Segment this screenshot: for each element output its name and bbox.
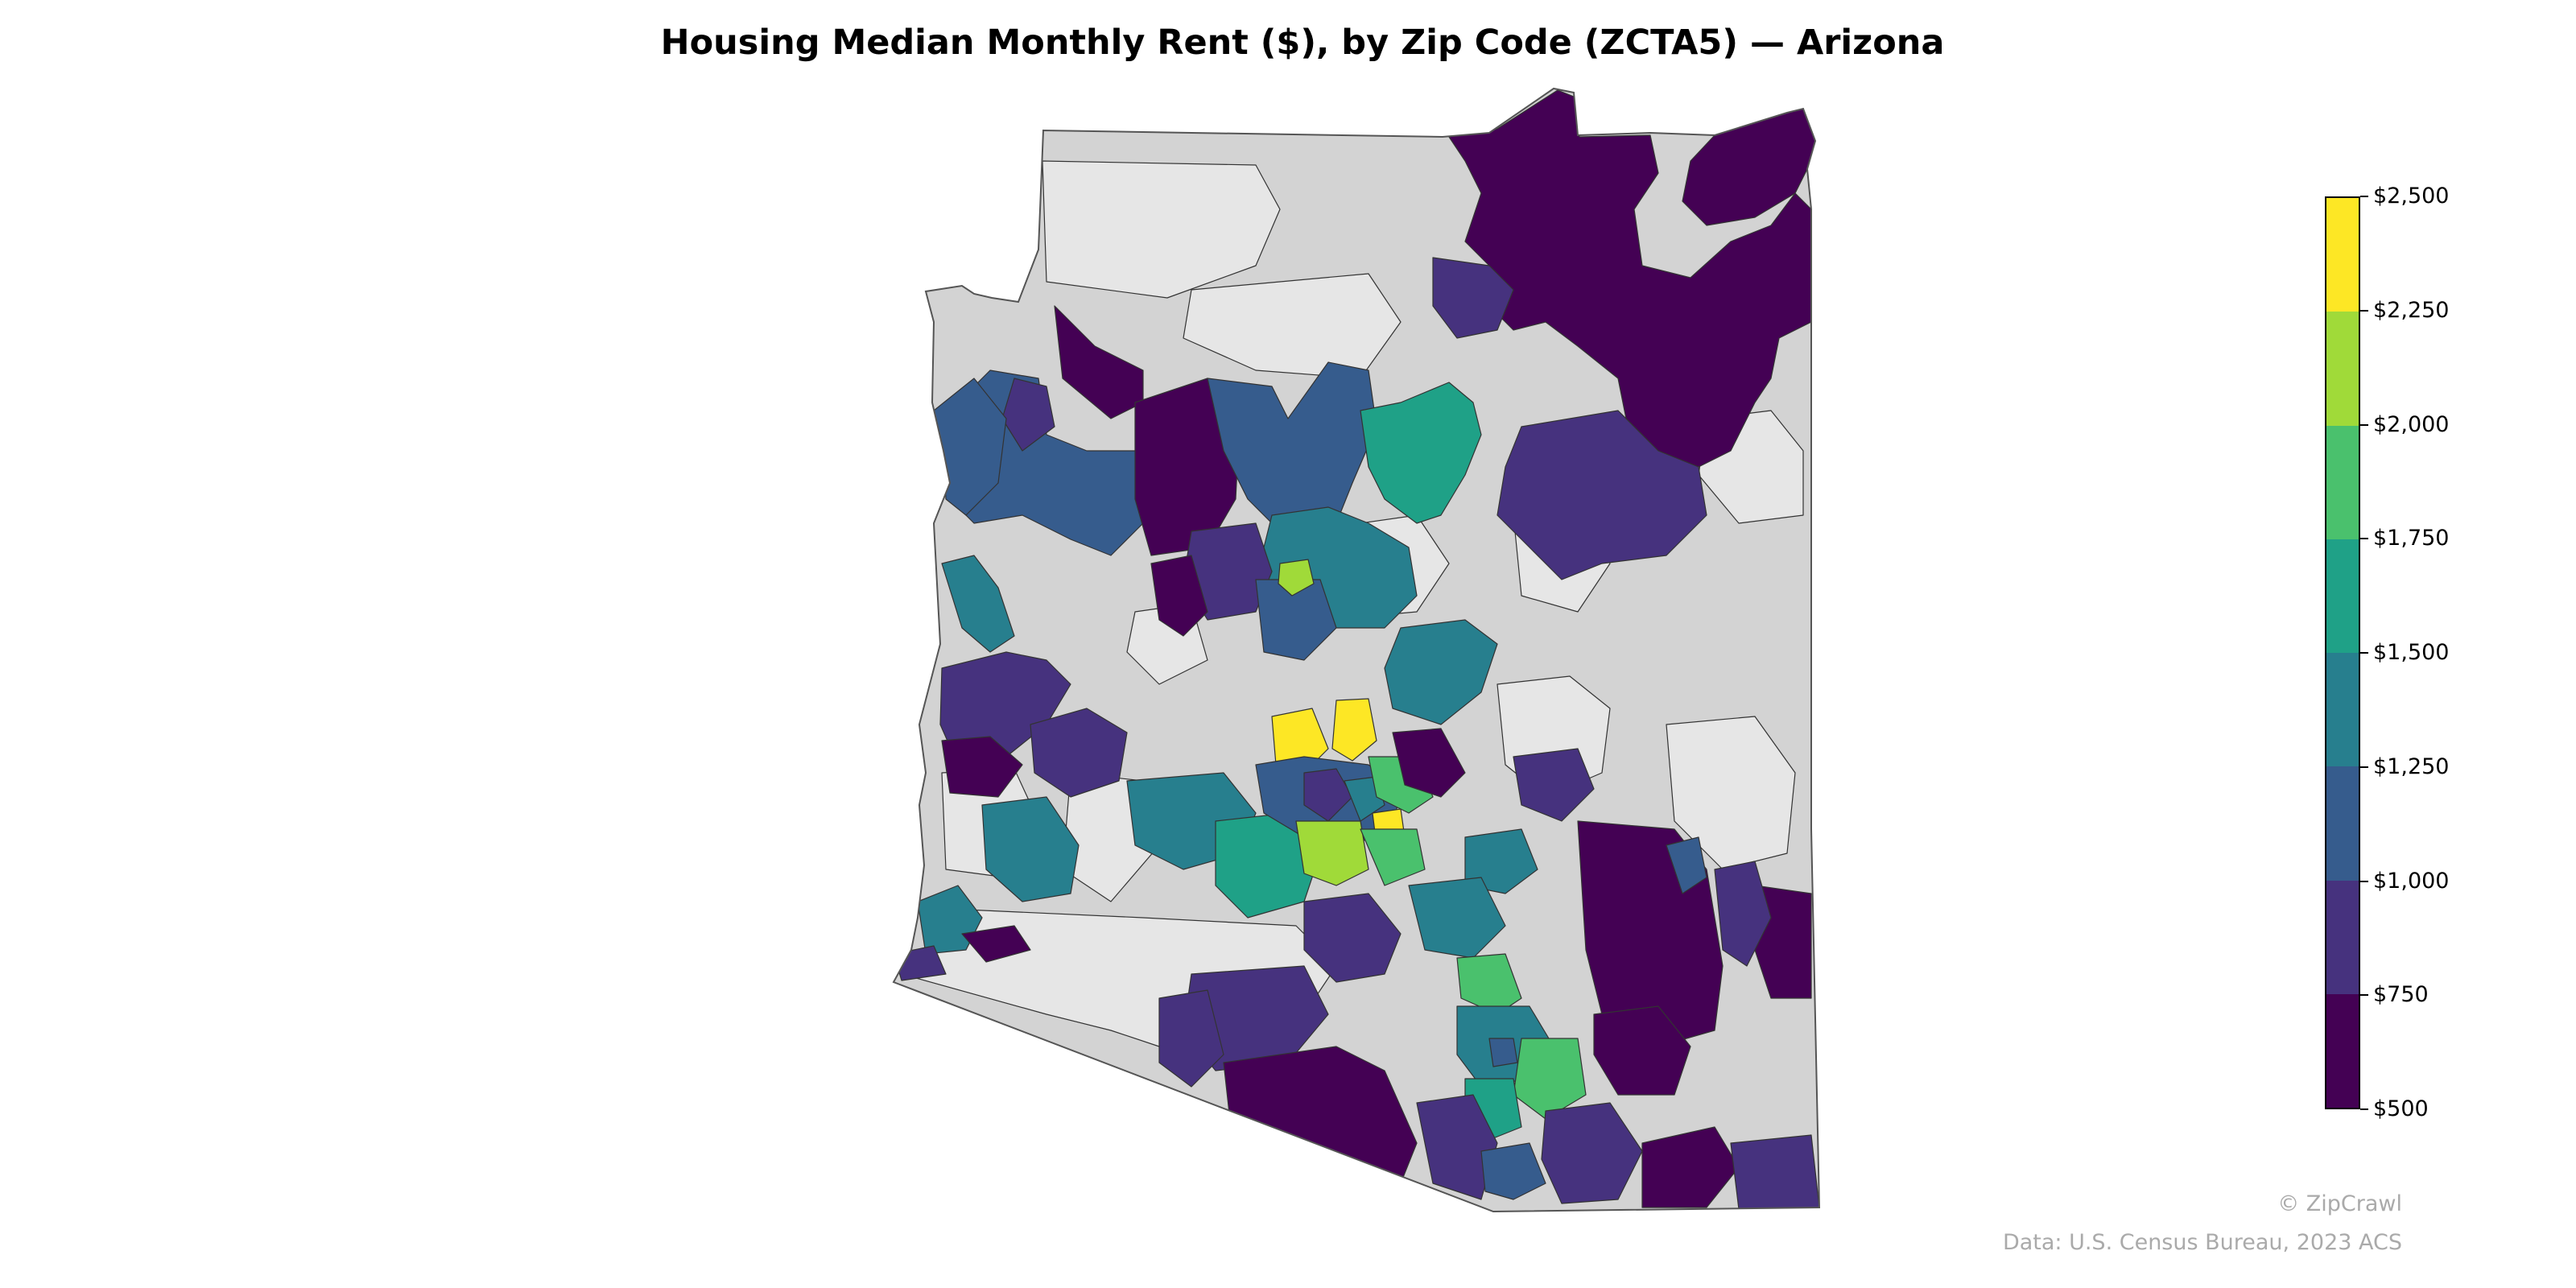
- colorbar-band: [2326, 198, 2359, 312]
- colorbar-tick: [2360, 196, 2368, 197]
- zcta-cochise: [1541, 1102, 1643, 1204]
- colorbar-tick-label: $1,500: [2373, 640, 2450, 665]
- colorbar-tick: [2360, 766, 2368, 768]
- zcta-east-border-2: [1714, 861, 1772, 967]
- arizona-state-outline: [892, 87, 1821, 1213]
- colorbar-band: [2326, 312, 2359, 426]
- zcta-nodata-light: [1042, 160, 1281, 299]
- zcta-quartzsite: [941, 736, 1023, 798]
- zcta-phoenix-core-2: [1303, 768, 1353, 822]
- zcta-east-mid2: [1432, 257, 1514, 339]
- colorbar-tick-label: $2,000: [2373, 411, 2450, 437]
- colorbar-tick-label: $1,000: [2373, 868, 2450, 894]
- colorbar-tick-label: $2,500: [2373, 184, 2450, 208]
- colorbar-tick: [2360, 538, 2368, 540]
- colorbar-tick-label: $500: [2373, 1096, 2429, 1121]
- zcta-douglas: [1641, 1126, 1740, 1208]
- colorbar-tick: [2360, 1108, 2368, 1110]
- zcta-north-plateau: [1207, 361, 1377, 532]
- zcta-casa-grande: [1303, 893, 1402, 983]
- zcta-wenden: [1030, 708, 1128, 798]
- zcta-east-mid: [1496, 410, 1707, 580]
- source-credit: Data: U.S. Census Bureau, 2023 ACS: [2002, 1230, 2402, 1255]
- zcta-sedona: [1278, 559, 1315, 597]
- zcta-east-valley-2: [1360, 828, 1426, 886]
- map-title: Housing Median Monthly Rent ($), by Zip …: [660, 23, 1945, 63]
- zcta-willcox: [1593, 1005, 1691, 1096]
- colorbar-tick-label: $1,750: [2373, 526, 2450, 551]
- colorbar-tick-label: $750: [2373, 982, 2429, 1008]
- colorbar-band: [2326, 539, 2359, 653]
- colorbar-band: [2326, 766, 2359, 881]
- zcta-safford: [1513, 748, 1595, 822]
- colorbar-band: [2326, 993, 2359, 1108]
- zcta-tucson-dark: [1488, 1038, 1518, 1067]
- zcta-southeast-corner: [1730, 1134, 1819, 1210]
- zcta-phx-east: [1392, 728, 1466, 798]
- colorbar-tick-label: $1,250: [2373, 753, 2450, 779]
- colorbar-tick: [2360, 880, 2368, 882]
- zcta-mogollon: [1384, 619, 1498, 725]
- zcta-west-margin: [1150, 555, 1208, 637]
- colorbar-tick: [2360, 309, 2368, 312]
- colorbar-band: [2326, 653, 2359, 767]
- colorbar-tick-label: $2,250: [2373, 297, 2450, 323]
- zcta-flagstaff: [1360, 382, 1482, 524]
- zcta-east-teal: [1666, 836, 1707, 894]
- zcta-northwest-2: [1001, 378, 1055, 452]
- colorbar-tick: [2360, 652, 2368, 654]
- zcta-east-valley: [1295, 820, 1369, 886]
- zcta-yuma-3: [961, 925, 1031, 963]
- colorbar-band: [2326, 880, 2359, 994]
- colorbar-tick: [2360, 994, 2368, 997]
- zcta-west-mid: [981, 796, 1080, 902]
- colorbar: [2325, 196, 2360, 1109]
- brand-credit: © ZipCrawl: [2277, 1191, 2402, 1216]
- zcta-globe: [1464, 828, 1538, 894]
- zcta-ajo: [1158, 989, 1224, 1088]
- zcta-phoenix-north-2: [1331, 698, 1377, 762]
- colorbar-band: [2326, 425, 2359, 539]
- zcta-florence: [1408, 877, 1506, 959]
- zcta-nodata-light: [1666, 716, 1796, 870]
- zcta-bullhead: [941, 555, 1015, 653]
- colorbar-tick: [2360, 423, 2368, 426]
- zcta-sierra-vista: [1480, 1142, 1546, 1200]
